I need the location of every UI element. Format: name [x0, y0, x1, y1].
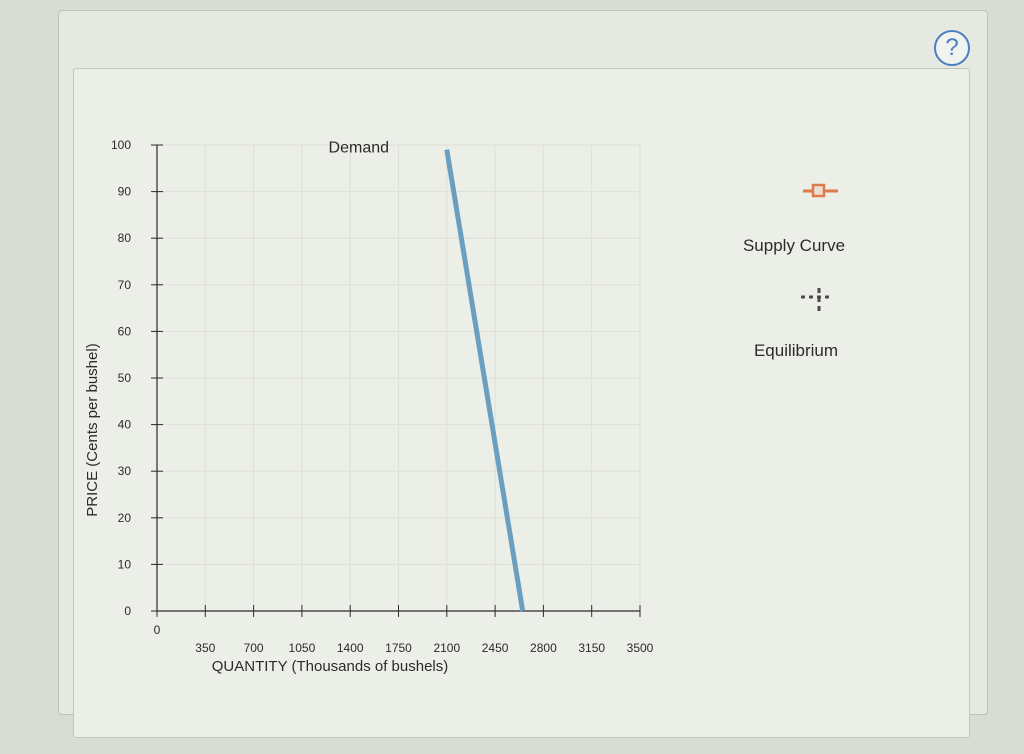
x-axis-label: QUANTITY (Thousands of bushels)	[212, 658, 448, 675]
x-tick-label: 1050	[289, 641, 316, 655]
grid	[156, 144, 641, 612]
y-tick-label: 100	[111, 138, 131, 152]
axes	[151, 144, 641, 617]
y-axis-label: PRICE (Cents per bushel)	[84, 343, 101, 516]
supply-legend-label: Supply Curve	[743, 236, 845, 255]
x-tick-label: 3500	[627, 641, 654, 655]
x-tick-label: 0	[154, 623, 161, 637]
equilibrium-legend-label: Equilibrium	[754, 341, 838, 360]
y-tick-label: 10	[118, 557, 132, 571]
y-tick-label: 0	[124, 604, 131, 618]
y-tick-label: 80	[118, 231, 132, 245]
x-tick-label: 1400	[337, 641, 364, 655]
square-marker-icon	[811, 183, 826, 198]
x-tick-label: 700	[244, 641, 264, 655]
series-layer[interactable]: Demand	[329, 140, 526, 612]
x-tick-label: 3150	[578, 641, 605, 655]
x-tick-label: 350	[195, 641, 215, 655]
y-tick-label: 20	[118, 511, 132, 525]
equilibrium-legend-tool[interactable]	[801, 288, 830, 312]
y-tick-label: 30	[118, 464, 132, 478]
y-tick-label: 50	[118, 371, 132, 385]
y-tick-label: 40	[118, 418, 132, 432]
legend: Supply Curve Equilibrium	[743, 183, 845, 360]
x-tick-label: 1750	[385, 641, 412, 655]
y-tick-label: 70	[118, 278, 132, 292]
graph-container	[73, 68, 970, 738]
x-tick-label: 2450	[482, 641, 509, 655]
help-button[interactable]: ?	[934, 30, 970, 66]
x-tick-label: 2800	[530, 641, 557, 655]
demand-curve[interactable]	[444, 149, 526, 612]
y-tick-label: 60	[118, 324, 132, 338]
x-tick-label: 2100	[433, 641, 460, 655]
tick-labels: 0 10 20 30 40 50 60 70 80 90 100 0 350 700 1050 1400 175…	[111, 138, 654, 655]
supply-legend-tool[interactable]	[803, 183, 838, 198]
demand-curve-label: Demand	[329, 140, 389, 157]
y-tick-label: 90	[118, 185, 132, 199]
